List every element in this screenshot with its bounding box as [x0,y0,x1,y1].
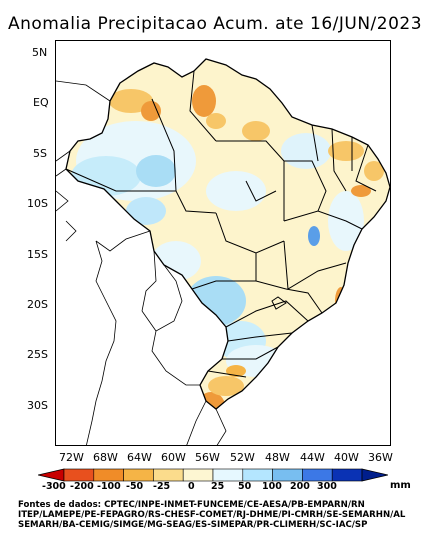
colorbar-cell [123,468,154,482]
colorbar-unit: mm [390,480,411,491]
colorbar-cell [242,468,273,482]
colorbar-label: -100 [97,481,121,492]
lon-label-52w: 52W [230,451,255,464]
colorbar-cell [63,468,95,482]
colorbar-label: 300 [317,481,337,492]
lat-label-15s: 15S [27,248,48,261]
map-panel [55,40,391,446]
colorbar-cell [302,468,333,482]
credits-line: Fontes de dados: CPTEC/INPE-INMET-FUNCEM… [18,500,365,510]
lat-label-25s: 25S [27,348,48,361]
credits-line: ITEP/LAMEPE/PE-FEPAGRO/RS-CHESF-COMET/RJ… [18,510,406,520]
lon-label-40w: 40W [334,451,359,464]
lat-label-10s: 10S [27,197,48,210]
colorbar-cell [331,468,363,482]
lon-label-72w: 72W [59,451,84,464]
colorbar-label: -50 [126,481,144,492]
colorbar-cell [212,468,244,482]
data-sources: Fontes de dados: CPTEC/INPE-INMET-FUNCEM… [18,500,428,530]
colorbar-label: -300 [42,481,66,492]
lat-label-30s: 30S [27,399,48,412]
lon-label-44w: 44W [300,451,325,464]
lon-label-68w: 68W [93,451,118,464]
colorbar-arrow-left [38,468,65,482]
colorbar-label: 200 [290,481,310,492]
colorbar-label: -200 [70,481,94,492]
colorbar-label: 25 [211,481,225,492]
colorbar-label: 0 [188,481,195,492]
colorbar-label: 100 [262,481,282,492]
colorbar-label: 50 [238,481,252,492]
lat-label-20s: 20S [27,298,48,311]
map-title: Anomalia Precipitacao Acum. ate 16/JUN/2… [7,14,423,34]
colorbar-cell [93,468,124,482]
lon-label-64w: 64W [127,451,152,464]
lon-label-48w: 48W [265,451,290,464]
colorbar-arrow-right [361,468,388,482]
credits-line: SEMARH/BA-CEMIG/SIMGE/MG-SEAG/ES-SIMEPAR… [18,520,368,530]
lon-label-36w: 36W [368,451,393,464]
colorbar-cell [153,468,184,482]
lon-label-60w: 60W [161,451,186,464]
colorbar-cell [182,468,214,482]
colorbar [38,468,388,482]
colorbar-cell [272,468,303,482]
lat-label-5n: 5N [32,46,48,59]
lat-label-eq: EQ [33,96,49,109]
colorbar-label: -25 [153,481,171,492]
precipitation-anomaly-map [56,58,390,445]
lat-label-5s: 5S [33,147,47,160]
colorbar-cells [63,468,363,482]
lon-label-56w: 56W [195,451,220,464]
